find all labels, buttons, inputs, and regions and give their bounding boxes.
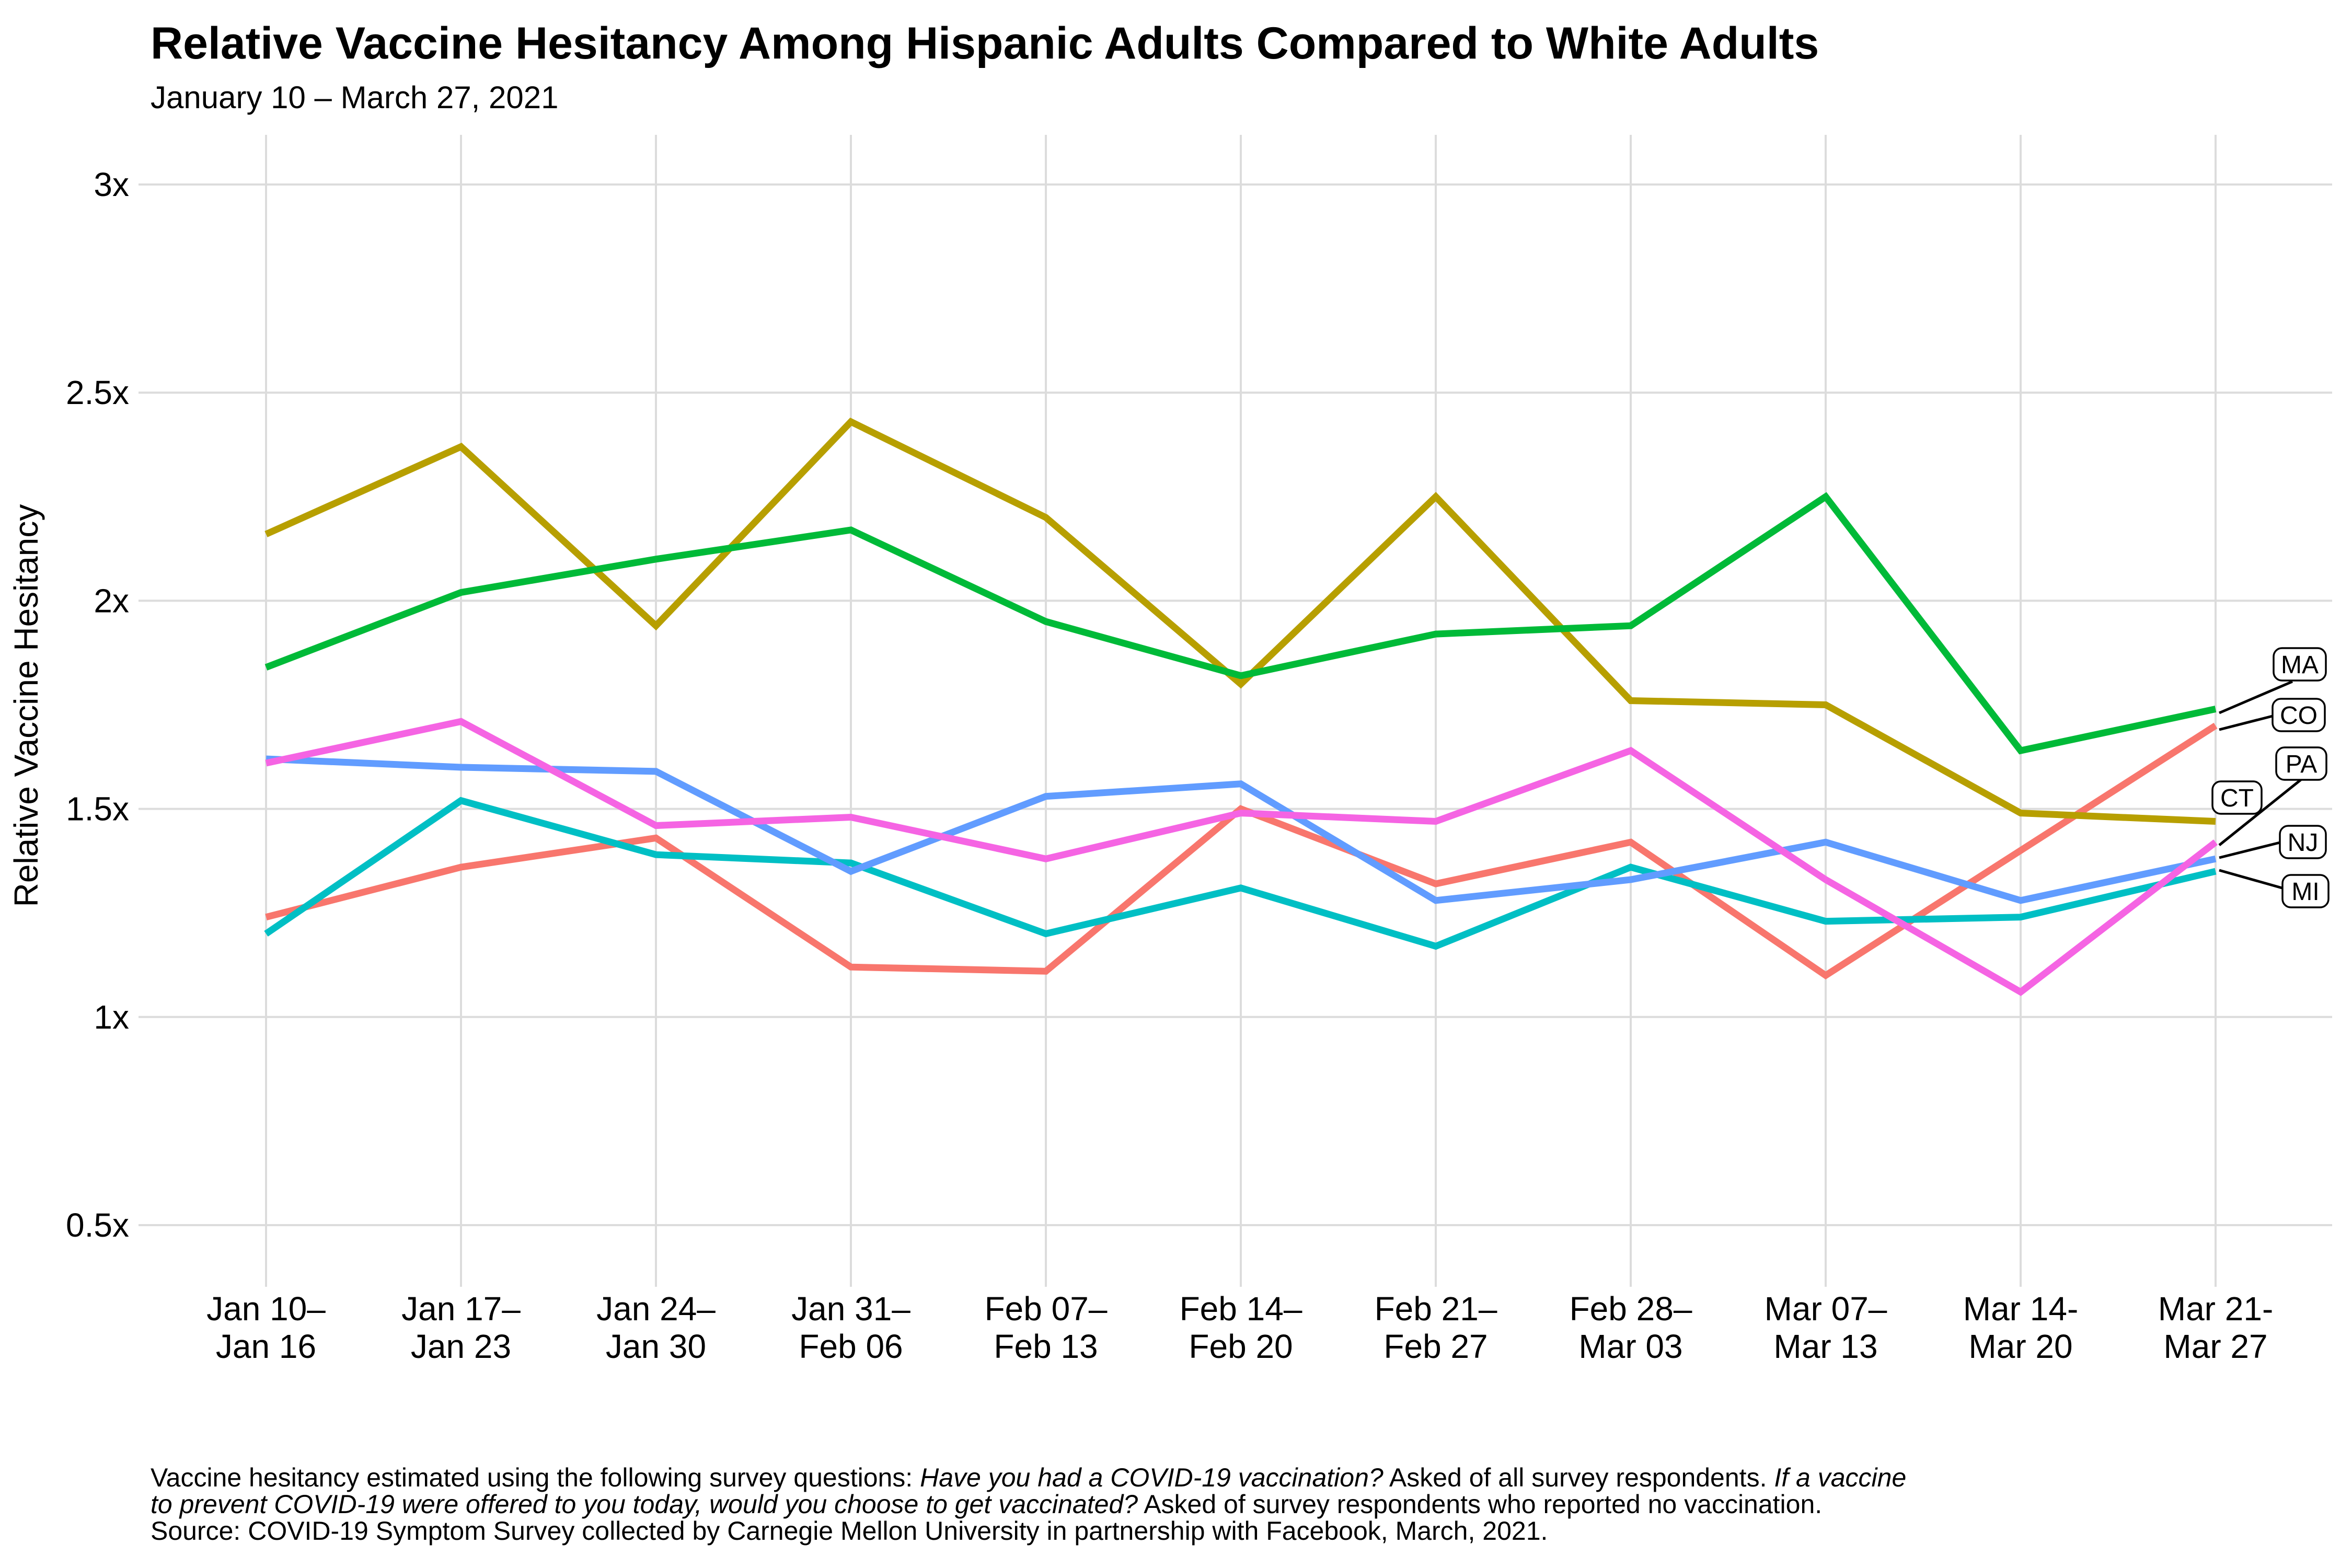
y-tick-label: 0.5x (66, 1206, 129, 1244)
series-label-box-MA (2273, 647, 2327, 682)
series-label-box-NJ (2279, 825, 2327, 859)
series-line-CO (265, 722, 2218, 979)
y-tick-label: 3x (94, 166, 129, 203)
leader-line-NJ (2219, 841, 2280, 859)
series-label-text-CT: CT (2220, 785, 2254, 812)
leader-line-MI (2219, 869, 2288, 891)
series-line-NJ (266, 755, 2217, 904)
x-tick-label-line2: Jan 23 (411, 1328, 511, 1365)
series-label-text-MA: MA (2281, 651, 2319, 679)
series-line-CT (264, 417, 2216, 825)
y-tick-label: 1x (94, 998, 129, 1036)
x-tick-label-line1: Jan 31– (791, 1290, 910, 1328)
x-tick-label-line2: Mar 20 (1968, 1328, 2072, 1365)
x-tick-label-line1: Feb 21– (1375, 1290, 1497, 1328)
leader-line-MA (2219, 680, 2293, 714)
x-tick-label-line1: Jan 17– (401, 1290, 521, 1328)
x-tick-label-line2: Jan 30 (606, 1328, 706, 1365)
caption-line: Vaccine hesitancy estimated using the fo… (151, 1465, 1906, 1491)
y-tick-label: 1.5x (66, 790, 129, 828)
series-label-text-CO: CO (2280, 702, 2318, 730)
series-line-PA (265, 718, 2218, 996)
x-tick-label-line1: Jan 10– (206, 1290, 326, 1328)
caption-italic-segment: Have you had a COVID-19 vaccination? (920, 1463, 1383, 1492)
x-tick-label-line2: Feb 27 (1383, 1328, 1488, 1365)
caption-segment: Asked of survey respondents who reported… (1138, 1490, 1823, 1519)
caption-segment: Vaccine hesitancy estimated using the fo… (151, 1463, 920, 1492)
x-tick-label-line1: Feb 14– (1180, 1290, 1302, 1328)
caption-segment: Source: COVID-19 Symptom Survey collecte… (151, 1516, 1548, 1546)
caption-line: to prevent COVID-19 were offered to you … (151, 1491, 1906, 1518)
x-tick-label-line2: Mar 03 (1578, 1328, 1682, 1365)
x-tick-label-line1: Mar 14- (1963, 1290, 2079, 1328)
series-label-box-PA (2275, 746, 2327, 781)
caption-italic-segment: If a vaccine (1774, 1463, 1907, 1492)
caption-text: Vaccine hesitancy estimated using the fo… (151, 1465, 1906, 1544)
y-tick-label: 2.5x (66, 374, 129, 411)
chart-title: Relative Vaccine Hesitancy Among Hispani… (151, 18, 1819, 68)
leader-line-PA (2218, 779, 2302, 846)
series-label-text-NJ: NJ (2288, 829, 2319, 857)
x-tick-label-line1: Feb 28– (1570, 1290, 1692, 1328)
x-tick-label-line2: Feb 20 (1189, 1328, 1293, 1365)
caption-italic-segment: to prevent COVID-19 were offered to you … (151, 1490, 1138, 1519)
x-tick-label-line1: Mar 07– (1765, 1290, 1887, 1328)
series-label-box-CO (2272, 698, 2326, 732)
y-tick-label: 2x (94, 582, 129, 619)
chart-subtitle: January 10 – March 27, 2021 (151, 80, 559, 115)
x-tick-label-line2: Feb 06 (799, 1328, 903, 1365)
caption-line: Source: COVID-19 Symptom Survey collecte… (151, 1518, 1906, 1544)
x-tick-label-line1: Mar 21- (2158, 1290, 2274, 1328)
series-label-box-CT (2211, 780, 2263, 815)
x-tick-label-line2: Jan 16 (216, 1328, 316, 1365)
y-axis-title: Relative Vaccine Hesitancy (7, 504, 45, 907)
series-label-text-PA: PA (2286, 751, 2317, 778)
x-tick-label-line1: Feb 07– (985, 1290, 1108, 1328)
series-line-MA (264, 492, 2217, 755)
x-tick-label-line2: Mar 27 (2163, 1328, 2267, 1365)
x-tick-label-line2: Mar 13 (1773, 1328, 1877, 1365)
caption-segment: Asked of all survey respondents. (1383, 1463, 1774, 1492)
series-label-text-MI: MI (2291, 878, 2319, 906)
leader-line-CO (2219, 714, 2273, 731)
x-tick-label-line1: Jan 24– (596, 1290, 716, 1328)
series-label-box-MI (2281, 874, 2330, 908)
x-tick-label-line2: Feb 13 (994, 1328, 1098, 1365)
